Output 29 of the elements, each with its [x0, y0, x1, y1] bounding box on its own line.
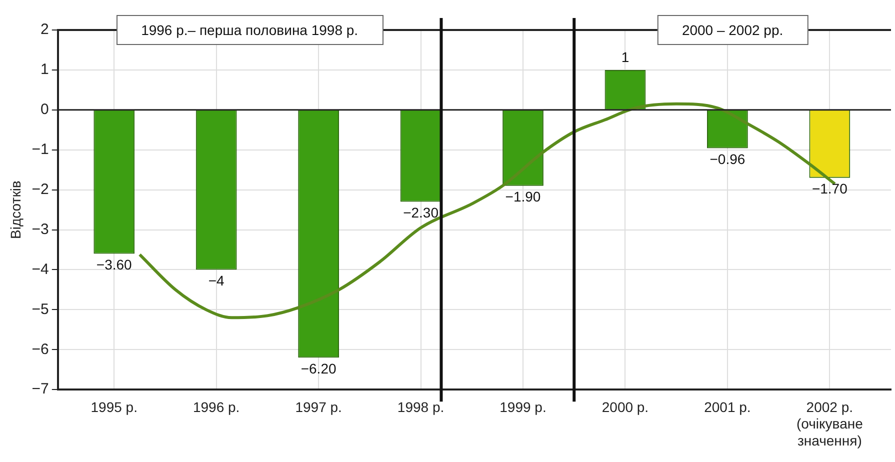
- y-tick-label: −2: [32, 180, 49, 198]
- data-label: −1.90: [505, 188, 541, 205]
- x-tick-label: 2001 р.: [704, 398, 751, 415]
- caption-box: 2000 – 2002 рр.: [656, 15, 808, 45]
- y-tick-label: 2: [40, 21, 49, 38]
- y-tick-label: −4: [32, 260, 49, 278]
- x-tick-label: 2000 р.: [602, 398, 649, 415]
- y-tick-label: −6: [32, 340, 49, 358]
- data-label: −0.96: [710, 151, 746, 168]
- data-label: −2.30: [403, 204, 439, 221]
- caption-box: 1996 р.– перша половина 1998 р.: [116, 15, 384, 45]
- data-label: −1.70: [812, 180, 848, 197]
- x-tick-label: 1997 р.: [295, 398, 342, 415]
- x-tick-label: 1998 р.: [397, 398, 444, 415]
- y-tick-label: −1: [32, 141, 49, 158]
- y-tick-label: 1: [40, 61, 49, 78]
- data-label: −3.60: [96, 256, 132, 273]
- x-tick-label: 2002 р. (очікуване значення): [796, 398, 864, 448]
- y-tick-label: 0: [40, 101, 49, 118]
- y-tick-label: −7: [32, 380, 49, 398]
- y-tick-label: −3: [32, 220, 49, 238]
- x-tick-label: 1999 р.: [500, 398, 546, 415]
- data-label: −4: [208, 272, 225, 289]
- y-tick-label: −5: [32, 300, 49, 318]
- data-label: −6.20: [300, 360, 336, 376]
- x-tick-label: 1996 р.: [192, 398, 240, 415]
- x-tick-label: 1995 р.: [90, 398, 138, 415]
- data-label: 1: [621, 48, 630, 65]
- y-axis-title: Відсотків: [7, 180, 24, 239]
